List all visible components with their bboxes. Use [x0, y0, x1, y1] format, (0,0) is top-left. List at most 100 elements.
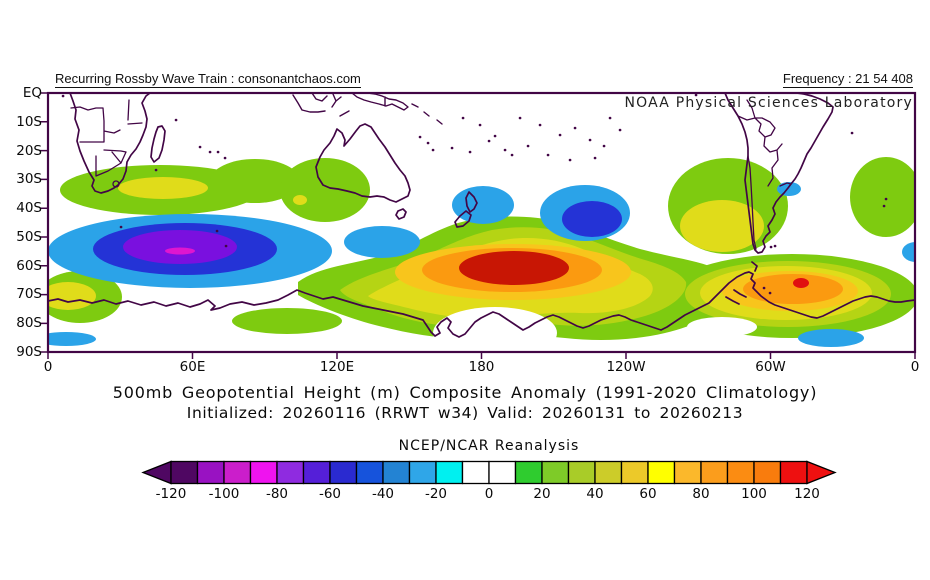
tasmania-coast [395, 208, 407, 220]
south-america-borders [737, 99, 792, 250]
australia-coast [315, 123, 411, 203]
negative-uruguay [777, 182, 801, 196]
colorbar-tick-label: 80 [692, 486, 710, 502]
antarctic-white-pocket [433, 307, 557, 352]
africa-borders [70, 99, 143, 177]
colorbar-left-arrow [141, 460, 172, 485]
negative-bottom-left [48, 332, 96, 346]
coastlines [48, 93, 915, 338]
colorbar-cell [673, 460, 702, 485]
colorbar-tick-label: -100 [208, 486, 240, 502]
lat-tick-label: EQ [22, 85, 42, 101]
colorbar-tick-label: 0 [484, 486, 494, 502]
lon-tick-label: 180 [468, 359, 495, 375]
new-zealand-coast [454, 191, 478, 228]
lat-tick-label: 10S [16, 113, 42, 130]
negative-midpacific-blue [562, 201, 622, 237]
colorbar-cell [753, 460, 782, 485]
positive-africa-yellow [118, 177, 208, 199]
page-title-link: Recurring Rossby Wave Train : consonantc… [55, 71, 361, 88]
positive-waustralia-green [280, 158, 370, 222]
lesotho-border [112, 180, 120, 188]
south-america-coast [724, 93, 834, 254]
negative-indian-purple [123, 230, 237, 264]
lon-tick-label: 0 [910, 359, 920, 375]
colorbar-cell [435, 460, 464, 485]
negative-saustralia [344, 226, 420, 258]
agency-label: NOAA Physical Sciences Laboratory [624, 95, 913, 111]
positive-right-edge-green [850, 157, 915, 237]
colorbar-cell [276, 460, 305, 485]
lat-tick-label: 70S [16, 286, 42, 303]
lon-tick-label: 0 [43, 359, 53, 375]
lon-tick-label: 120E [319, 359, 355, 375]
colorbar-tick-label: -80 [265, 486, 289, 502]
colorbar-cell [329, 460, 358, 485]
colorbar-tick-label: 20 [533, 486, 551, 502]
colorbar-cell [382, 460, 411, 485]
positive-greenwich-yellow [48, 282, 96, 310]
colorbar-right-arrow [806, 460, 837, 485]
colorbar-cell [647, 460, 676, 485]
colorbar-cell [461, 460, 490, 485]
lat-tick-label: 90S [16, 344, 42, 361]
colorbar-tick-label: 120 [794, 486, 820, 502]
madagascar-coast [150, 125, 166, 163]
colorbar-tick-label: -40 [371, 486, 395, 502]
anomaly-blobs [48, 157, 915, 352]
colorbar-cell [196, 460, 225, 485]
colorbar-tick-label: -60 [318, 486, 342, 502]
lat-tick-label: 80S [16, 315, 42, 332]
colorbar-cell [355, 460, 384, 485]
colorbar-cell [779, 460, 808, 485]
colorbar-tick-label: 40 [586, 486, 604, 502]
colorbar-cell [726, 460, 755, 485]
sepacific-yellow [680, 200, 764, 252]
lon-tick-label: 120W [606, 359, 646, 375]
colorbar-cell [514, 460, 543, 485]
lon-tick-label: 60W [755, 359, 786, 375]
plot-subtitle: Initialized: 20260116 (RRWT w34) Valid: … [186, 404, 744, 422]
africa-coast [69, 93, 151, 194]
positive-polar-green [232, 308, 342, 334]
antarctica-coast [48, 261, 915, 338]
lat-tick-label: 40S [16, 200, 42, 217]
pacific-red-core [459, 251, 569, 285]
negative-newzealand [452, 186, 514, 224]
lat-tick-label: 20S [16, 142, 42, 159]
colorbar-cell [488, 460, 517, 485]
lat-tick-label: 60S [16, 257, 42, 274]
colorbar-tick-label: -20 [424, 486, 448, 502]
lat-tick-label: 30S [16, 171, 42, 188]
positive-africa-green-e [210, 159, 300, 203]
negative-indian-magenta [165, 247, 195, 255]
indonesia-coast [292, 93, 443, 125]
colorbar-cell [249, 460, 278, 485]
axis-tick-marks [40, 92, 916, 359]
band-east-orange [743, 274, 843, 304]
colorbar-cell [594, 460, 623, 485]
peninsula-white-pocket [687, 317, 757, 337]
colorbar-cell [541, 460, 570, 485]
colorbar-label: NCEP/NCAR Reanalysis [398, 438, 580, 454]
colorbar-tick-label: 60 [639, 486, 657, 502]
colorbar-cell [302, 460, 331, 485]
lon-tick-label: 60E [179, 359, 206, 375]
negative-bottom-right [798, 329, 864, 347]
frequency-text: Frequency : 21 54 408 [782, 71, 913, 88]
colorbar-cell [567, 460, 596, 485]
colorbar-cell [223, 460, 252, 485]
colorbar-tick-label: -120 [155, 486, 187, 502]
negative-right-edge [902, 242, 915, 262]
weddell-red-core [793, 278, 809, 288]
island-dots [61, 93, 888, 295]
colorbar-cell [620, 460, 649, 485]
plot-title: 500mb Geopotential Height (m) Composite … [112, 383, 818, 402]
colorbar [141, 460, 837, 485]
colorbar-cell [408, 460, 437, 485]
positive-yellow-dot [293, 195, 307, 205]
lat-tick-label: 50S [16, 228, 42, 245]
colorbar-tick-label: 100 [741, 486, 767, 502]
